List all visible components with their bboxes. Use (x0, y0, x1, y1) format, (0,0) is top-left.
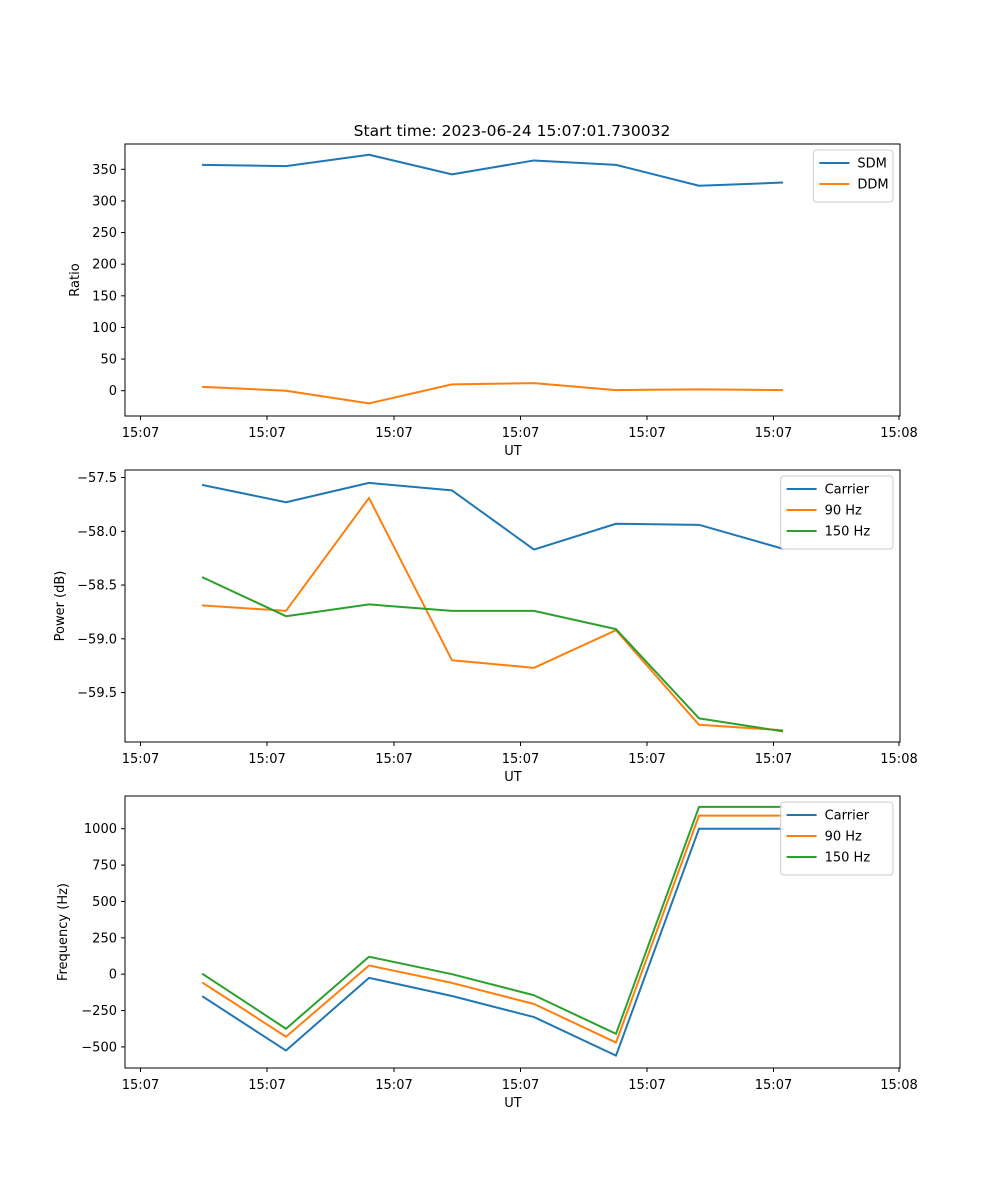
x-tick-label: 15:08 (880, 426, 917, 441)
x-tick-label: 15:07 (122, 752, 159, 767)
y-tick-label: −58.5 (77, 579, 117, 594)
y-tick-label: 200 (92, 258, 117, 273)
y-tick-label: 250 (92, 931, 117, 946)
x-axis-label: UT (504, 1096, 522, 1111)
x-tick-label: 15:07 (755, 426, 792, 441)
y-axis-label: Ratio (68, 263, 83, 296)
x-tick-label: 15:07 (628, 752, 665, 767)
x-tick-label: 15:08 (880, 752, 917, 767)
x-tick-label: 15:07 (375, 426, 412, 441)
legend-label: DDM (857, 178, 888, 193)
y-tick-label: −250 (81, 1004, 117, 1019)
legend-label: 90 Hz (825, 504, 862, 519)
x-tick-label: 15:07 (122, 1078, 159, 1093)
plot-frame (124, 469, 901, 743)
y-tick-label: −59.0 (77, 632, 117, 647)
y-tick-label: −500 (81, 1040, 117, 1055)
series-line-sdm (201, 153, 784, 187)
x-tick-label: 15:07 (248, 752, 285, 767)
y-tick-label: 0 (109, 968, 117, 983)
plot-frame (124, 143, 901, 417)
x-tick-label: 15:07 (755, 752, 792, 767)
chart-title: Start time: 2023-06-24 15:07:01.730032 (354, 122, 671, 140)
series-line-90-hz (201, 496, 784, 732)
x-tick-label: 15:07 (755, 1078, 792, 1093)
series-line-carrier (201, 481, 784, 551)
x-tick-label: 15:07 (122, 426, 159, 441)
x-tick-label: 15:07 (248, 1078, 285, 1093)
plot-frame (124, 795, 901, 1069)
y-tick-label: 100 (92, 321, 117, 336)
y-tick-label: 250 (92, 226, 117, 241)
legend-label: 90 Hz (825, 830, 862, 845)
y-tick-label: 500 (92, 895, 117, 910)
y-tick-label: 350 (92, 163, 117, 178)
x-tick-label: 15:07 (502, 1078, 539, 1093)
series-line-90-hz (201, 814, 783, 1044)
series-line-150-hz (201, 805, 783, 1035)
legend: SDM DDM (812, 149, 894, 203)
legend: Carrier 90 Hz 150 Hz (780, 475, 894, 550)
x-tick-label: 15:07 (628, 426, 665, 441)
y-axis-label: Power (dB) (53, 571, 68, 642)
series-line-150-hz (201, 576, 784, 733)
y-tick-label: 1000 (84, 822, 117, 837)
chart-panel-3: 15:07 15:07 15:07 15:07 15:07 15:07 15:08 UT −50… (56, 795, 918, 1111)
x-tick-label: 15:07 (628, 1078, 665, 1093)
legend-label: SDM (857, 157, 886, 172)
x-tick-label: 15:07 (502, 426, 539, 441)
legend-label: Carrier (825, 809, 870, 824)
y-tick-label: −57.5 (77, 471, 117, 486)
x-tick-label: 15:07 (375, 752, 412, 767)
legend: Carrier 90 Hz 150 Hz (780, 801, 894, 876)
y-axis-label: Frequency (Hz) (56, 883, 71, 981)
chart-panel-1: 15:07 15:07 15:07 15:07 15:07 15:07 15:08 UT 0 50… (68, 143, 918, 459)
chart-panel-2: 15:07 15:07 15:07 15:07 15:07 15:07 15:08 UT −57… (53, 469, 918, 785)
x-axis-label: UT (504, 770, 522, 785)
x-tick-label: 15:07 (248, 426, 285, 441)
y-tick-label: −58.0 (77, 525, 117, 540)
x-tick-label: 15:07 (502, 752, 539, 767)
series-line-carrier (201, 827, 783, 1057)
legend-label: 150 Hz (825, 525, 871, 540)
x-tick-label: 15:07 (375, 1078, 412, 1093)
y-tick-label: −59.5 (77, 686, 117, 701)
legend-label: 150 Hz (825, 851, 871, 866)
legend-label: Carrier (825, 483, 870, 498)
y-tick-label: 150 (92, 289, 117, 304)
chart-panels: 15:07 15:07 15:07 15:07 15:07 15:07 15:08 UT 0 50… (53, 143, 918, 1111)
y-tick-label: 300 (92, 194, 117, 209)
y-tick-label: 50 (100, 353, 117, 368)
x-axis-label: UT (504, 444, 522, 459)
y-tick-label: 0 (109, 384, 117, 399)
x-tick-label: 15:08 (880, 1078, 917, 1093)
y-tick-label: 750 (92, 859, 117, 874)
series-line-ddm (201, 382, 784, 405)
